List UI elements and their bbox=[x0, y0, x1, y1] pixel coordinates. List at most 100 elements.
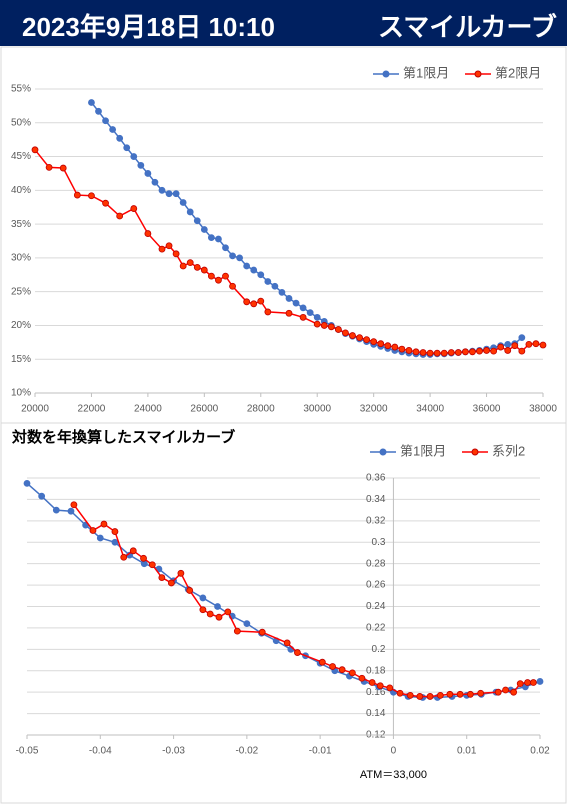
marker bbox=[264, 278, 272, 285]
marker bbox=[283, 639, 291, 647]
marker bbox=[436, 691, 444, 699]
marker bbox=[129, 547, 137, 555]
y-tick-label: 50% bbox=[11, 117, 31, 128]
marker bbox=[59, 164, 67, 172]
marker bbox=[412, 348, 420, 356]
marker bbox=[258, 628, 266, 636]
marker bbox=[137, 161, 145, 169]
y-tick-label: 0.34 bbox=[366, 494, 386, 505]
marker bbox=[222, 272, 229, 280]
marker bbox=[257, 297, 265, 305]
legend-label: 系列2 bbox=[492, 443, 525, 458]
marker bbox=[120, 553, 128, 561]
series-line bbox=[73, 504, 534, 698]
marker bbox=[278, 288, 286, 296]
marker bbox=[111, 538, 119, 546]
x-tick-label: 28000 bbox=[247, 404, 275, 415]
marker bbox=[88, 192, 95, 200]
marker bbox=[233, 627, 241, 635]
marker bbox=[172, 250, 180, 258]
x-tick-label: 22000 bbox=[78, 404, 106, 415]
x-tick-label: 34000 bbox=[416, 404, 444, 415]
x-tick-label: 32000 bbox=[360, 404, 388, 415]
x-tick-label: 24000 bbox=[134, 404, 162, 415]
marker bbox=[539, 341, 547, 349]
marker bbox=[158, 245, 166, 253]
marker bbox=[23, 479, 31, 487]
marker bbox=[229, 282, 236, 290]
marker bbox=[200, 226, 208, 233]
x-tick-label: -0.05 bbox=[16, 746, 39, 757]
marker bbox=[38, 492, 46, 500]
marker bbox=[144, 230, 152, 237]
y-tick-label: 25% bbox=[11, 286, 31, 297]
marker bbox=[257, 271, 265, 279]
marker bbox=[123, 144, 131, 152]
marker bbox=[490, 347, 498, 355]
x-tick-label: -0.03 bbox=[162, 746, 185, 757]
marker bbox=[516, 680, 524, 687]
marker bbox=[476, 347, 483, 355]
marker bbox=[158, 186, 166, 194]
marker bbox=[271, 282, 279, 290]
marker bbox=[377, 340, 385, 348]
marker bbox=[186, 208, 194, 216]
frame bbox=[0, 46, 567, 804]
marker bbox=[294, 649, 301, 656]
series-line bbox=[90, 102, 523, 356]
marker bbox=[179, 262, 187, 270]
plot bbox=[31, 99, 547, 358]
y-tick-label: 0.3 bbox=[372, 537, 386, 548]
x-tick-label: -0.04 bbox=[89, 746, 112, 757]
marker bbox=[116, 134, 124, 142]
marker bbox=[140, 554, 147, 562]
x-tick-label: 30000 bbox=[303, 404, 331, 415]
marker bbox=[186, 259, 194, 267]
marker bbox=[172, 190, 180, 198]
marker bbox=[306, 309, 314, 317]
x-tick-label: -0.02 bbox=[235, 746, 258, 757]
marker bbox=[419, 349, 427, 356]
marker bbox=[299, 313, 307, 321]
header: 2023年9月18日 10:10 スマイルカーブ bbox=[0, 0, 567, 46]
marker bbox=[52, 506, 60, 514]
marker bbox=[89, 527, 97, 534]
marker bbox=[466, 690, 474, 698]
marker bbox=[327, 323, 335, 331]
marker bbox=[536, 678, 544, 685]
marker bbox=[250, 266, 258, 274]
marker bbox=[518, 347, 526, 355]
marker bbox=[313, 313, 321, 321]
marker bbox=[426, 693, 434, 700]
marker bbox=[292, 299, 300, 307]
marker bbox=[229, 252, 236, 260]
marker bbox=[342, 329, 349, 337]
marker bbox=[440, 349, 448, 357]
marker bbox=[329, 663, 337, 670]
marker bbox=[165, 242, 173, 250]
marker bbox=[31, 146, 39, 154]
marker bbox=[109, 126, 117, 133]
marker bbox=[243, 620, 251, 628]
legend-label: 第1限月 bbox=[403, 65, 449, 80]
marker bbox=[95, 107, 102, 115]
x-tick-label: 0 bbox=[391, 746, 397, 757]
y-tick-label: 15% bbox=[11, 354, 31, 365]
marker bbox=[167, 579, 175, 587]
legend-marker bbox=[474, 70, 482, 78]
series-line bbox=[26, 482, 541, 699]
annotation: ATM＝33,000 bbox=[360, 769, 427, 781]
header-title: スマイルカーブ bbox=[378, 12, 557, 42]
marker bbox=[111, 528, 119, 535]
marker bbox=[398, 345, 406, 353]
marker bbox=[391, 343, 399, 351]
marker bbox=[416, 693, 424, 700]
marker bbox=[370, 338, 378, 346]
marker bbox=[100, 520, 108, 528]
marker bbox=[193, 217, 201, 225]
legend-label: 第1限月 bbox=[400, 443, 446, 458]
marker bbox=[318, 658, 326, 666]
marker bbox=[224, 608, 232, 616]
marker bbox=[405, 347, 413, 354]
y-tick-label: 0.2 bbox=[372, 644, 386, 655]
